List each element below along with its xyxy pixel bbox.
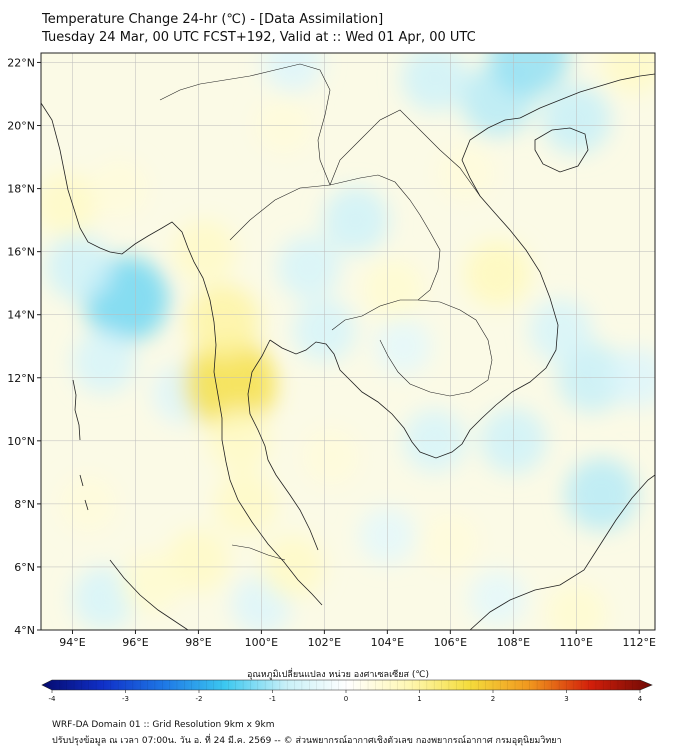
cambodia-border bbox=[379, 299, 493, 397]
colorbar-tick-label: 3 bbox=[564, 695, 568, 703]
cooling-area bbox=[72, 330, 136, 394]
peninsula-east-coast bbox=[247, 339, 319, 551]
warming-area bbox=[601, 53, 655, 95]
lat-tick-label: 6°N bbox=[14, 561, 35, 574]
china-coast bbox=[519, 73, 655, 119]
lat-tick-label: 18°N bbox=[7, 183, 35, 196]
warming-area bbox=[183, 338, 276, 431]
map-subtitle: Tuesday 24 Mar, 00 UTC FCST+192, Valid a… bbox=[42, 30, 476, 45]
laos-border bbox=[329, 109, 481, 197]
colorbar-tick-label: -1 bbox=[269, 695, 276, 703]
colorbar-tick-label: 2 bbox=[491, 695, 495, 703]
lon-tick-label: 104°E bbox=[371, 636, 404, 649]
warming-area bbox=[363, 259, 424, 320]
myanmar-border bbox=[159, 63, 331, 186]
colorbar-tick-label: -2 bbox=[196, 695, 203, 703]
plot-area bbox=[41, 53, 655, 630]
vietnam-coast bbox=[461, 117, 559, 406]
cooling-area bbox=[374, 317, 432, 375]
lat-tick-label: 22°N bbox=[7, 56, 35, 69]
colorbar-tick-label: 4 bbox=[638, 695, 643, 703]
colorbar-tick-label: 1 bbox=[417, 695, 421, 703]
warming-area bbox=[464, 240, 531, 307]
cooling-area bbox=[401, 53, 468, 112]
cooling-area bbox=[565, 458, 638, 531]
map-title: Temperature Change 24-hr (℃) - [Data Ass… bbox=[42, 12, 384, 27]
lon-tick-label: 106°E bbox=[434, 636, 467, 649]
lat-tick-label: 8°N bbox=[14, 498, 35, 511]
lon-tick-label: 102°E bbox=[308, 636, 341, 649]
sumatra-coast bbox=[109, 559, 189, 630]
cooling-area bbox=[72, 566, 136, 630]
cooling-area bbox=[528, 298, 593, 363]
colorbar-gradient bbox=[41, 679, 653, 691]
lon-tick-label: 94°E bbox=[59, 636, 85, 649]
lat-tick-label: 4°N bbox=[14, 624, 35, 637]
andaman-islands bbox=[72, 379, 81, 441]
lat-tick-label: 10°N bbox=[7, 435, 35, 448]
lon-tick-label: 98°E bbox=[185, 636, 211, 649]
cooling-area bbox=[45, 234, 112, 301]
colorbar-tick-label: -4 bbox=[49, 695, 57, 703]
warming-area bbox=[121, 552, 182, 613]
lat-tick-label: 12°N bbox=[7, 372, 35, 385]
cooling-area bbox=[277, 235, 341, 300]
lat-lon-grid bbox=[41, 53, 655, 630]
lat-tick-label: 16°N bbox=[7, 246, 35, 259]
cooling-area bbox=[469, 570, 526, 627]
warming-area bbox=[302, 428, 360, 485]
cooling-area bbox=[262, 53, 323, 93]
thailand-border bbox=[229, 174, 441, 331]
lon-tick-label: 100°E bbox=[245, 636, 278, 649]
map-frame bbox=[40, 52, 656, 631]
malaysia-border bbox=[231, 544, 286, 561]
colorbar-label: อุณหภูมิเปลี่ยนแปลง หน่วย องศาเซลเซียส (… bbox=[246, 670, 430, 680]
borneo-coast bbox=[469, 474, 655, 630]
nicobar-islands bbox=[79, 474, 89, 511]
warming-area bbox=[187, 284, 261, 358]
myanmar-coastline bbox=[41, 102, 323, 606]
latitude-axis: 22°N 20°N 18°N 16°N 14°N 12°N 10°N 8°N 6°N 4°N bbox=[7, 56, 41, 637]
lon-tick-label: 108°E bbox=[497, 636, 530, 649]
colorbar-tick-label: 0 bbox=[344, 695, 348, 703]
hainan-island bbox=[534, 127, 589, 173]
lat-tick-label: 20°N bbox=[7, 120, 35, 133]
warming-area bbox=[437, 144, 495, 202]
gulf-thailand-coast bbox=[269, 339, 497, 459]
lon-tick-label: 112°E bbox=[623, 636, 656, 649]
colorbar: -4 -3 -2 -1 0 1 2 3 4 bbox=[41, 679, 653, 703]
lon-tick-label: 110°E bbox=[560, 636, 593, 649]
cooling-area bbox=[322, 186, 390, 254]
lat-tick-label: 14°N bbox=[7, 309, 35, 322]
lon-tick-label: 96°E bbox=[122, 636, 148, 649]
footer-model-info: WRF-DA Domain 01 :: Grid Resolution 9km … bbox=[52, 720, 275, 730]
colorbar-tick-label: -3 bbox=[122, 695, 129, 703]
cooling-area bbox=[489, 53, 569, 96]
longitude-axis: 94°E 96°E 98°E 100°E 102°E 104°E 106°E 108°E 110… bbox=[59, 630, 656, 649]
footer-update-info: ปรับปรุงข้อมูล ณ เวลา 07:00น. วัน อ. ที่… bbox=[52, 736, 562, 746]
coastlines-borders bbox=[41, 63, 655, 630]
